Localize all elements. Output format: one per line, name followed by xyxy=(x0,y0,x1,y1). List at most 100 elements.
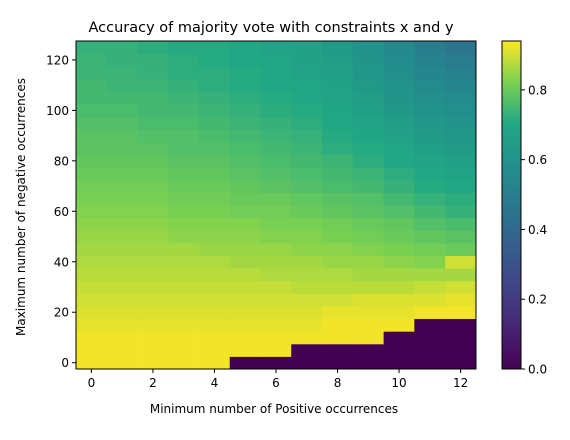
colorbar-tick-label: 0.8 xyxy=(528,83,547,97)
heatmap-cell xyxy=(291,91,323,105)
heatmap-cell xyxy=(137,267,169,282)
heatmap-cell xyxy=(414,66,446,80)
heatmap-cell xyxy=(322,103,354,118)
heatmap-cell xyxy=(352,230,385,244)
heatmap-cell xyxy=(322,305,354,320)
heatmap-cell xyxy=(291,40,323,55)
heatmap-cell xyxy=(229,293,262,307)
heatmap-cell xyxy=(229,331,262,345)
heatmap-cell xyxy=(106,293,139,307)
heatmap-cell xyxy=(198,116,231,130)
y-tick-label: 100 xyxy=(46,104,69,118)
heatmap-cell xyxy=(414,331,446,345)
heatmap-cell xyxy=(291,116,323,130)
heatmap-cell xyxy=(445,280,477,294)
x-axis-label: Minimum number of Positive occurrences xyxy=(150,402,398,416)
heatmap-cell xyxy=(352,280,385,294)
heatmap-cell xyxy=(383,91,415,105)
heatmap-cell xyxy=(168,356,200,370)
heatmap-cell xyxy=(322,116,354,130)
y-tick-label: 20 xyxy=(54,306,69,320)
heatmap-cell xyxy=(106,53,139,67)
heatmap-cell xyxy=(445,217,477,231)
heatmap-cell xyxy=(198,293,231,307)
heatmap-cell xyxy=(383,129,415,143)
heatmap-cell xyxy=(291,293,323,307)
heatmap-cell xyxy=(445,192,477,206)
heatmap-cell xyxy=(445,204,477,219)
heatmap-cell xyxy=(352,167,385,181)
heatmap-cell xyxy=(352,242,385,256)
heatmap-cell xyxy=(75,167,108,181)
heatmap-cell xyxy=(445,343,477,357)
heatmap-cell xyxy=(322,154,354,168)
heatmap-cell xyxy=(322,267,354,282)
heatmap-cell xyxy=(291,242,323,256)
heatmap-cell xyxy=(383,356,415,370)
heatmap-cell xyxy=(229,53,262,67)
heatmap-cell xyxy=(168,343,200,357)
heatmap-cell xyxy=(229,129,262,143)
heatmap-cell xyxy=(106,179,139,193)
heatmap-cell xyxy=(322,242,354,256)
heatmap-cell xyxy=(198,343,231,357)
heatmap-cell xyxy=(229,179,262,193)
x-tick-label: 8 xyxy=(334,376,342,390)
heatmap-cell xyxy=(75,116,108,130)
y-tick-label: 0 xyxy=(61,356,69,370)
heatmap-cell xyxy=(352,318,385,332)
heatmap-cell xyxy=(445,179,477,193)
heatmap-cell xyxy=(445,167,477,181)
heatmap-cell xyxy=(106,154,139,168)
heatmap-cell xyxy=(352,103,385,118)
heatmap-cell xyxy=(106,116,139,130)
heatmap-cell xyxy=(198,154,231,168)
heatmap-cell xyxy=(75,129,108,143)
heatmap-cell xyxy=(291,267,323,282)
heatmap-cell xyxy=(291,280,323,294)
heatmap-cell xyxy=(322,204,354,219)
heatmap-cell xyxy=(260,78,292,92)
heatmap-cell xyxy=(445,129,477,143)
heatmap-cell xyxy=(198,204,231,219)
heatmap-cell xyxy=(445,356,477,370)
heatmap-cell xyxy=(229,255,262,269)
heatmap-cell xyxy=(168,267,200,282)
heatmap-cell xyxy=(291,343,323,357)
heatmap-cell xyxy=(75,343,108,357)
heatmap-cell xyxy=(322,217,354,231)
heatmap-cell xyxy=(322,91,354,105)
heatmap-cell xyxy=(137,217,169,231)
heatmap-cell xyxy=(229,103,262,118)
heatmap-cell xyxy=(445,331,477,345)
heatmap-cell xyxy=(322,293,354,307)
heatmap-cell xyxy=(260,242,292,256)
heatmap-cell xyxy=(168,103,200,118)
heatmap-cell xyxy=(229,192,262,206)
heatmap-cell xyxy=(445,78,477,92)
heatmap-cell xyxy=(198,103,231,118)
heatmap-cell xyxy=(445,318,477,332)
heatmap-cell xyxy=(260,318,292,332)
heatmap-cell xyxy=(137,40,169,55)
heatmap-cell xyxy=(291,331,323,345)
heatmap-cell xyxy=(414,280,446,294)
heatmap-cell xyxy=(291,192,323,206)
heatmap-cell xyxy=(168,116,200,130)
heatmap-cell xyxy=(383,217,415,231)
heatmap-cell xyxy=(352,305,385,320)
heatmap-cell xyxy=(198,141,231,156)
heatmap-cell xyxy=(75,242,108,256)
heatmap-cell xyxy=(352,204,385,219)
heatmap-cell xyxy=(198,267,231,282)
heatmap-cell xyxy=(198,255,231,269)
heatmap-cell xyxy=(383,204,415,219)
heatmap-cell xyxy=(168,129,200,143)
heatmap-cell xyxy=(260,343,292,357)
heatmap-cell xyxy=(383,179,415,193)
heatmap-cell xyxy=(198,217,231,231)
heatmap-cell xyxy=(322,331,354,345)
heatmap-cell xyxy=(106,204,139,219)
heatmap-cell xyxy=(291,129,323,143)
heatmap-cell xyxy=(414,356,446,370)
